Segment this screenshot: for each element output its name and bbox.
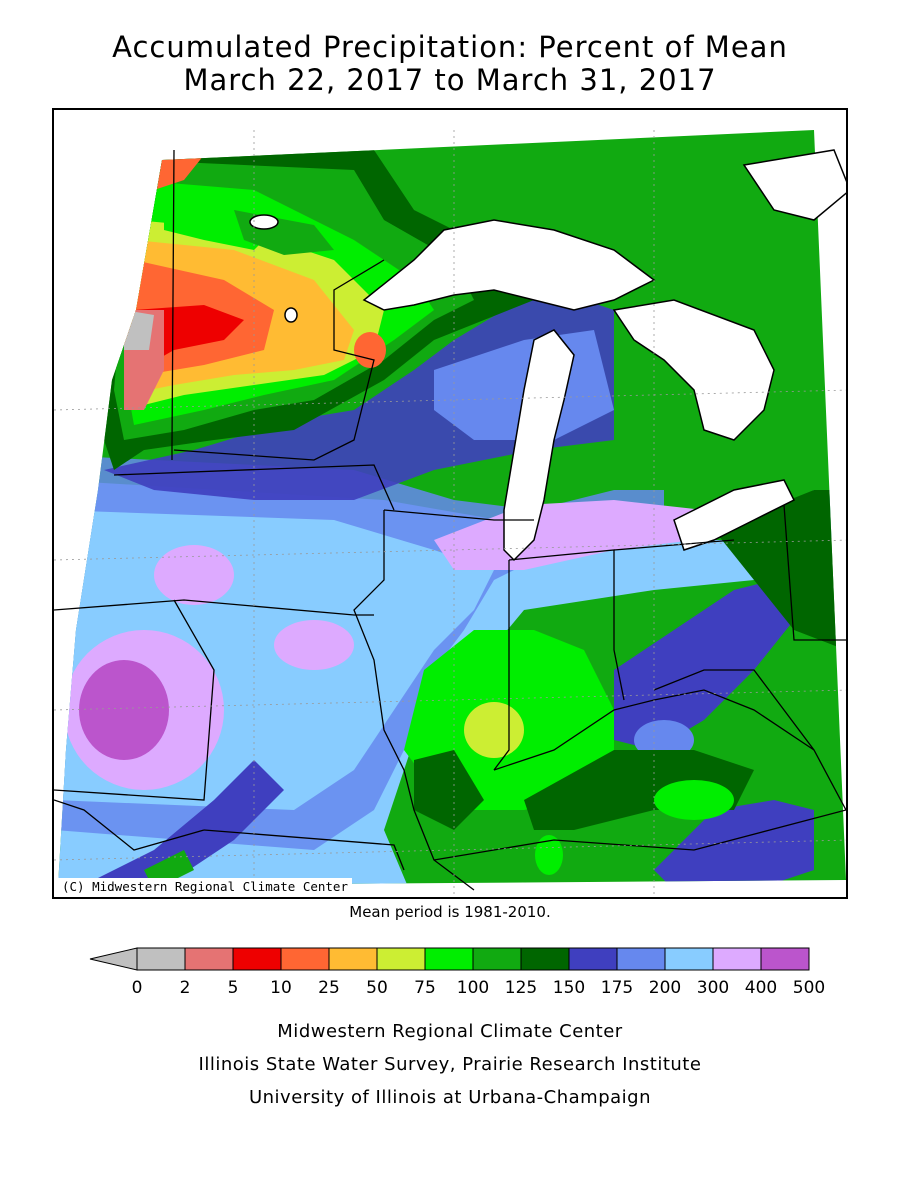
contour-400 [79, 660, 169, 760]
map-title: Accumulated Precipitation: Percent of Me… [112, 30, 788, 64]
legend-tick-label: 150 [553, 978, 585, 998]
graticule [54, 130, 846, 897]
legend-swatch [232, 947, 282, 971]
credit-mrcc: Midwestern Regional Climate Center [277, 1021, 623, 1042]
legend-tick-label: 100 [457, 978, 489, 998]
legend-swatch [520, 947, 570, 971]
legend-tick-label: 5 [228, 978, 239, 998]
legend-swatch [616, 947, 666, 971]
legend-swatch [328, 947, 378, 971]
lake-erie [673, 479, 796, 551]
legend-swatch [568, 947, 618, 971]
legend-swatch [424, 947, 474, 971]
copyright-notice: (C) Midwestern Regional Climate Center [58, 878, 352, 895]
precipitation-map [54, 130, 846, 897]
legend-swatch [280, 947, 330, 971]
contour-0 [124, 310, 154, 350]
legend-tick-label: 25 [318, 978, 340, 998]
legend-swatch [664, 947, 714, 971]
legend-underflow-arrow [89, 947, 138, 971]
legend-tick-label: 75 [414, 978, 436, 998]
legend-tick-label: 125 [505, 978, 537, 998]
lake-superior [362, 219, 656, 311]
contour-50 [464, 702, 524, 758]
credit-uiuc: University of Illinois at Urbana-Champai… [248, 1087, 652, 1108]
legend-tick-label: 2 [180, 978, 191, 998]
legend-tick-label: 500 [793, 978, 825, 998]
lake-nipigon [742, 149, 846, 221]
legend-tick-label: 50 [366, 978, 388, 998]
lake-michigan [503, 329, 575, 562]
map-date-range: March 22, 2017 to March 31, 2017 [183, 63, 717, 97]
legend-swatch [184, 947, 234, 971]
credit-isws: Illinois State Water Survey, Prairie Res… [198, 1054, 702, 1075]
legend-tick-label: 10 [270, 978, 292, 998]
mean-period-note: Mean period is 1981-2010. [349, 903, 551, 921]
legend-swatch [760, 947, 810, 971]
legend-tick-label: 0 [132, 978, 143, 998]
color-legend: 0 2 5 10 25 50 75 100 125 150 175 200 300 400 500 [89, 947, 825, 998]
map-panel: (C) Midwestern Regional Climate Center [52, 108, 848, 899]
legend-tick-label: 200 [649, 978, 681, 998]
legend-swatch [712, 947, 762, 971]
legend-tick-label: 175 [601, 978, 633, 998]
legend-tick-label: 400 [745, 978, 777, 998]
legend-tick-label: 300 [697, 978, 729, 998]
legend-swatch [472, 947, 522, 971]
legend-swatch [136, 947, 186, 971]
legend-swatch [376, 947, 426, 971]
